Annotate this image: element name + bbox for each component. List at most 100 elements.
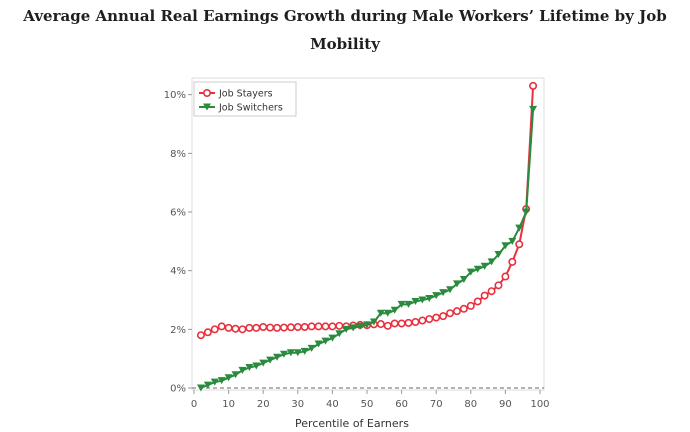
chart-title: Average Annual Real Earnings Growth duri… [23,7,667,53]
series-line-job-switchers [200,109,535,389]
data-point-job-switchers [418,296,427,304]
data-point-job-switchers [390,306,399,314]
data-point-job-switchers [487,258,496,266]
data-point-job-switchers [259,359,268,367]
data-point-job-stayers [432,313,441,322]
x-tick-label: 20 [257,399,270,410]
data-point-job-stayers [411,317,420,326]
data-point-job-switchers [376,309,385,317]
data-point-job-switchers [349,324,358,332]
data-point-job-stayers [252,323,261,332]
data-point-job-switchers [335,330,344,338]
x-tick-label: 80 [464,399,477,410]
x-tick-label: 50 [361,399,374,410]
data-point-job-stayers [266,323,275,332]
y-tick-label: 6% [170,208,186,219]
data-point-job-switchers [397,300,406,308]
legend-label-job-stayers: Job Stayers [218,89,273,100]
series-layer [196,81,538,392]
data-point-job-switchers [522,208,531,216]
x-tick-label: 90 [499,399,512,410]
data-point-job-stayers [515,240,524,249]
data-point-job-stayers [224,323,233,332]
data-point-job-stayers [238,325,247,334]
data-point-job-stayers [459,304,468,313]
data-point-job-switchers [203,381,212,389]
data-point-job-switchers [411,297,420,305]
data-point-job-switchers [508,237,517,245]
data-point-job-stayers [314,322,323,331]
data-point-job-switchers [369,318,378,326]
data-point-job-switchers [231,371,240,379]
data-point-job-stayers [404,318,413,327]
x-tick-label: 40 [326,399,339,410]
data-point-job-switchers [210,378,219,386]
data-point-job-switchers [452,280,461,288]
data-point-job-switchers [279,350,288,358]
data-point-job-switchers [446,286,455,294]
y-tick-label: 8% [170,149,186,160]
data-point-job-switchers [293,349,302,357]
data-point-job-stayers [480,291,489,300]
data-point-job-switchers [459,275,468,283]
data-point-job-switchers [501,242,510,250]
data-point-job-stayers [446,309,455,318]
data-point-job-switchers [238,366,247,374]
data-point-job-stayers [487,287,496,296]
data-point-job-switchers [314,340,323,348]
x-axis-title: Percentile of Earners [295,417,409,430]
data-point-job-switchers [286,349,295,357]
data-point-job-switchers [425,295,434,303]
y-tick-label: 4% [170,266,186,277]
data-point-job-switchers [363,321,371,329]
data-point-job-stayers [383,321,392,330]
data-point-job-stayers [376,320,385,329]
data-point-job-switchers [432,292,441,300]
y-axis: 0% 2% 4% 6% 8% 10% [164,90,192,395]
x-tick-label: 100 [530,399,549,410]
data-point-job-switchers [342,325,351,333]
data-point-job-stayers [466,301,475,310]
data-point-job-stayers [273,323,282,332]
x-tick-label: 30 [291,399,304,410]
data-point-job-switchers [515,224,524,232]
data-point-job-switchers [321,337,330,345]
data-point-job-stayers [203,328,212,337]
data-point-job-switchers [480,262,489,270]
data-point-job-switchers [404,300,413,308]
y-tick-label: 2% [170,325,186,336]
data-point-job-switchers [383,309,392,317]
data-point-job-stayers [501,272,510,281]
data-point-job-switchers [273,353,282,361]
data-point-job-stayers [452,307,461,316]
legend-box [193,81,297,117]
x-tick-label: 70 [430,399,443,410]
data-point-job-switchers [266,356,275,364]
data-point-job-stayers [217,322,226,331]
data-point-job-switchers [224,374,233,382]
series-job-stayers [196,81,538,340]
legend-marker-job-stayers [203,89,212,98]
data-point-job-switchers [328,334,337,342]
data-point-job-switchers [245,363,254,371]
data-point-job-stayers [439,312,448,321]
data-point-job-switchers [529,105,538,113]
data-point-job-stayers [335,321,344,330]
data-point-job-stayers [259,322,268,331]
data-point-job-stayers [508,257,517,266]
data-point-job-stayers [473,297,482,306]
x-axis: 0 10 20 30 40 50 60 70 80 90 100 [191,390,550,410]
x-tick-label: 60 [395,399,408,410]
data-point-job-stayers [210,325,219,334]
series-job-switchers [196,105,538,392]
y-tick-label: 0% [170,384,186,395]
data-point-job-stayers [279,323,288,332]
x-tick-label: 0 [191,399,197,410]
data-point-job-stayers [425,315,434,324]
data-point-job-stayers [231,324,240,333]
data-point-job-stayers [494,281,503,290]
data-point-job-stayers [397,319,406,328]
legend: Job Stayers Job Switchers [193,81,297,117]
plot-area [191,77,545,391]
